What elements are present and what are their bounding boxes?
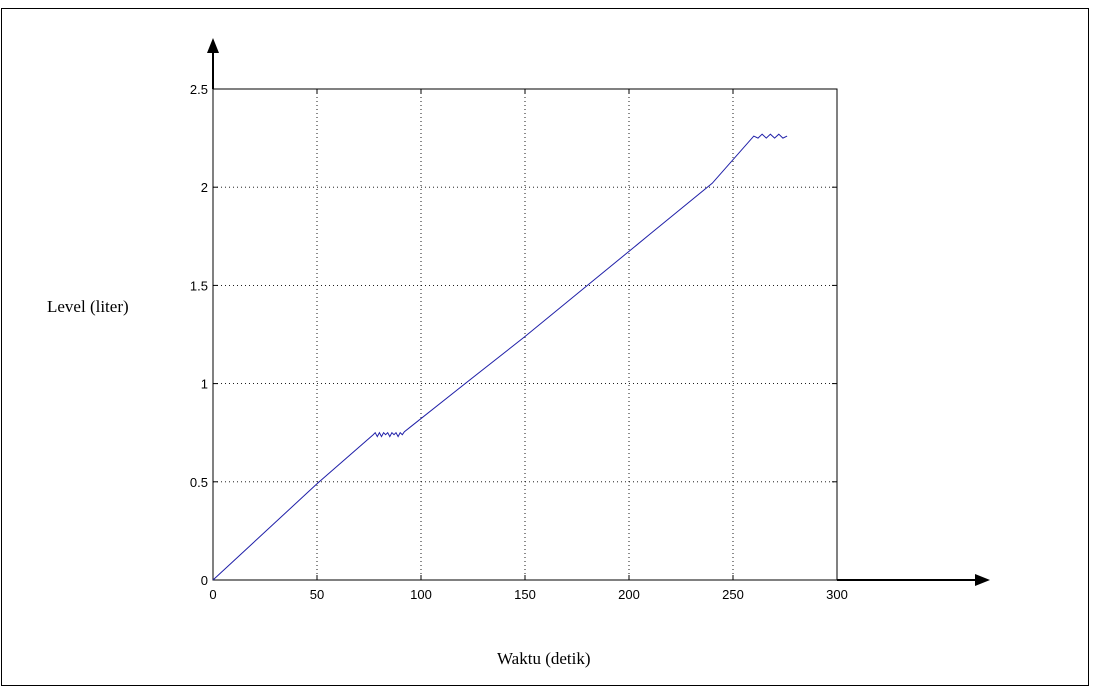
series-layer bbox=[212, 133, 788, 581]
y-tick-label: 1 bbox=[201, 377, 208, 392]
x-tick-label: 300 bbox=[826, 587, 848, 602]
x-tick-label: 200 bbox=[618, 587, 640, 602]
y-tick-label: 0 bbox=[201, 573, 208, 588]
x-axis-arrowhead bbox=[975, 574, 990, 586]
y-axis-label: Level (liter) bbox=[47, 297, 129, 316]
plot-area bbox=[212, 88, 838, 581]
y-tick-label: 2.5 bbox=[190, 82, 208, 97]
x-axis-label: Waktu (detik) bbox=[497, 649, 591, 668]
plot-box bbox=[212, 88, 838, 581]
x-tick-label: 250 bbox=[722, 587, 744, 602]
axis-arrows bbox=[207, 38, 990, 586]
x-tick-label: 100 bbox=[410, 587, 432, 602]
x-tick-label: 0 bbox=[209, 587, 216, 602]
y-tick-label: 2 bbox=[201, 180, 208, 195]
y-tick-label: 0.5 bbox=[190, 475, 208, 490]
x-tick-label: 50 bbox=[310, 587, 324, 602]
y-axis-arrowhead bbox=[207, 38, 219, 53]
x-tick-label: 150 bbox=[514, 587, 536, 602]
tick-labels: 0 50 100 150 200 250 300 0 0.5 1 1.5 2 2.5 bbox=[190, 82, 848, 602]
y-tick-label: 1.5 bbox=[190, 278, 208, 293]
series-line bbox=[212, 133, 788, 581]
